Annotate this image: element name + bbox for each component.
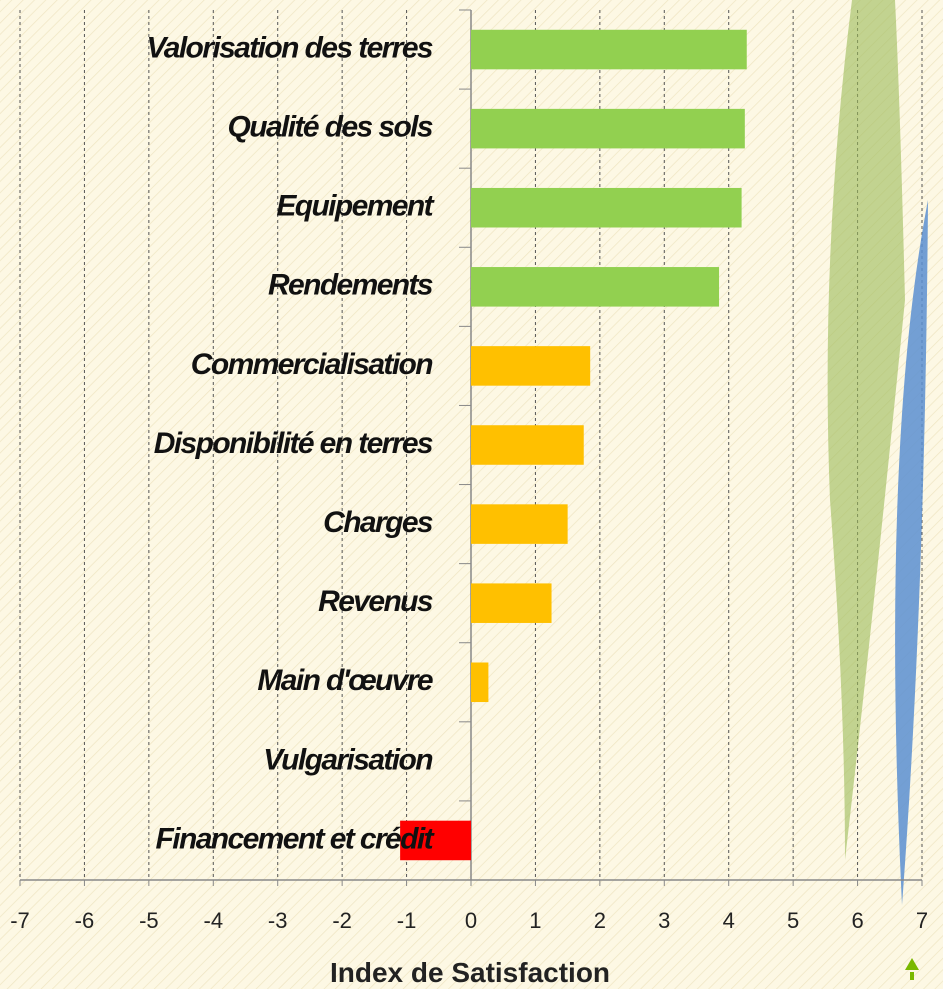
bar [471,267,719,307]
x-tick-label: 0 [465,908,477,933]
x-tick-label: 2 [594,908,606,933]
x-tick-label: 7 [916,908,928,933]
x-tick-label: 4 [723,908,735,933]
category-label: Rendements [268,269,433,302]
category-label: Commercialisation [191,348,433,381]
category-label: Qualité des sols [228,111,433,144]
bar [471,30,747,70]
category-label: Main d'œuvre [257,664,433,697]
bar [471,346,590,386]
category-label: Revenus [318,585,433,618]
x-tick-label: -2 [332,908,352,933]
x-tick-label: -6 [75,908,95,933]
x-axis-title: Index de Satisfaction [330,957,610,988]
x-tick-label: 3 [658,908,670,933]
category-label: Disponibilité en terres [154,427,433,460]
x-tick-label: -7 [10,908,30,933]
x-tick-label: 5 [787,908,799,933]
category-label: Equipement [276,190,435,223]
chart: Index de Satisfaction -7 -6 -5 -4 -3 -2 -1 0 1 2 3… [0,0,943,989]
category-label: Charges [323,506,433,539]
x-tick-label: -3 [268,908,288,933]
category-label: Valorisation des terres [146,31,432,64]
bar [471,504,568,544]
bar [471,188,742,228]
bar [471,425,584,465]
bar [471,583,552,623]
category-label: Vulgarisation [263,743,433,776]
x-tick-label: -4 [204,908,224,933]
x-tick-label: 1 [529,908,541,933]
bar [471,109,745,149]
category-label: Financement et crédit [156,822,436,855]
x-tick-label: -5 [139,908,159,933]
x-tick-label: -1 [397,908,417,933]
bar [471,663,488,703]
x-tick-label: 6 [851,908,863,933]
